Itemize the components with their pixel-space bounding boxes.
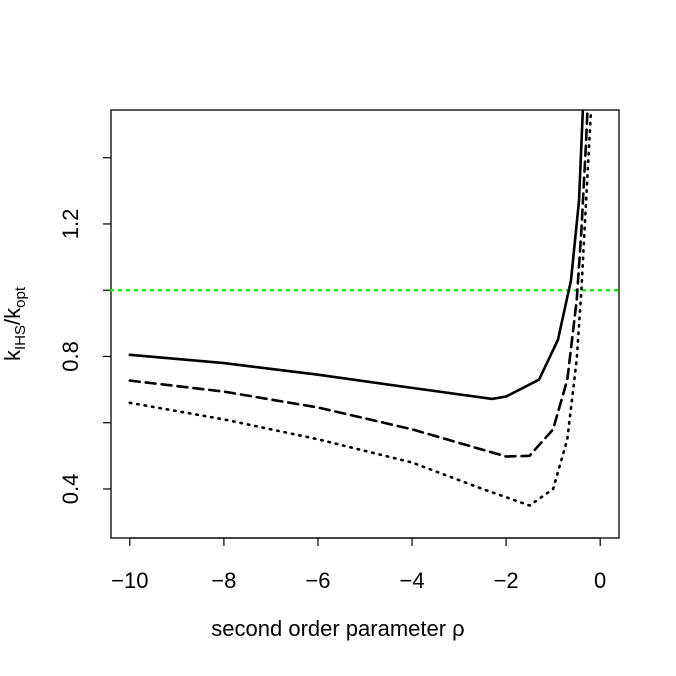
line-series [128, 113, 593, 507]
y-tick-label: 0.4 [58, 474, 83, 505]
y-label-part: k [0, 349, 25, 361]
x-tick-label: −2 [494, 568, 519, 593]
y-label-part: IHS [12, 325, 29, 350]
plot-frame [110, 109, 620, 539]
x-tick-label: 0 [594, 568, 606, 593]
x-tick-label: −4 [399, 568, 424, 593]
y-tick-label: 1.2 [58, 209, 83, 240]
x-tick-label: −6 [305, 568, 330, 593]
x-tick-label: −10 [111, 568, 148, 593]
y-label-part: /k [0, 307, 25, 325]
y-axis-label: kIHS/kopt [0, 286, 29, 361]
x-axis-label: second order parameter ρ [211, 616, 464, 641]
x-tick-label: −8 [211, 568, 236, 593]
y-tick-label: 0.8 [58, 341, 83, 372]
line-series [128, 110, 589, 458]
y-label-part: opt [12, 286, 29, 308]
line-series [128, 110, 585, 401]
